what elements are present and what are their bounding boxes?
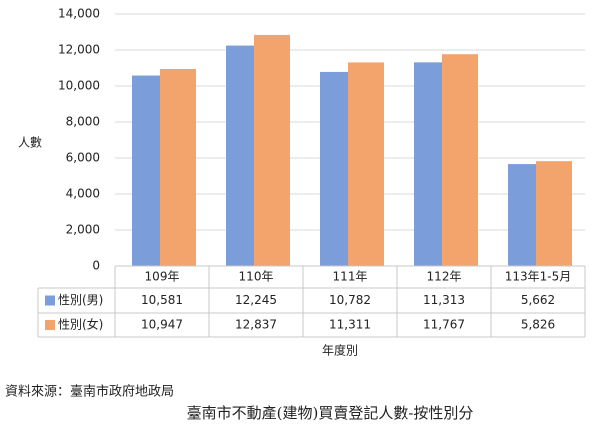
bar (536, 161, 572, 266)
legend-label: 性別(男) (58, 293, 103, 307)
y-tick-label: 8,000 (66, 115, 100, 129)
y-tick-label: 4,000 (66, 187, 100, 201)
bar (254, 34, 290, 267)
table-value: 11,313 (423, 293, 465, 307)
y-tick-label: 14,000 (58, 7, 100, 21)
x-tick-label: 110年 (239, 270, 274, 284)
table-value: 10,947 (141, 318, 183, 332)
x-tick-label: 109年 (145, 270, 180, 284)
table-value: 11,767 (423, 318, 465, 332)
table-value: 12,245 (235, 293, 277, 307)
y-tick-label: 2,000 (66, 223, 100, 237)
chart-title: 臺南市不動產(建物)買賣登記人數-按性別分 (187, 404, 474, 422)
x-axis-label: 年度別 (322, 343, 358, 358)
table-value: 5,662 (521, 293, 555, 307)
y-tick-label: 10,000 (58, 79, 100, 93)
legend-swatch (45, 320, 55, 330)
bar (160, 68, 196, 266)
table-value: 5,826 (521, 318, 555, 332)
bar (348, 62, 384, 266)
y-axis-label: 人數 (18, 136, 42, 150)
x-tick-label: 113年1-5月 (505, 270, 572, 284)
y-tick-label: 6,000 (66, 151, 100, 165)
source: 資料來源：臺南市政府地政局 (5, 384, 174, 400)
y-tick-label: 0 (92, 259, 100, 273)
y-tick-label: 12,000 (58, 43, 100, 57)
bar (442, 54, 478, 266)
x-tick-label: 111年 (333, 270, 368, 284)
table-value: 10,782 (329, 293, 371, 307)
x-tick-label: 112年 (427, 270, 462, 284)
legend-swatch (45, 295, 55, 306)
table-value: 11,311 (329, 318, 371, 332)
table-value: 10,581 (141, 293, 183, 307)
legend-label: 性別(女) (58, 317, 103, 332)
table-value: 12,837 (235, 318, 277, 332)
